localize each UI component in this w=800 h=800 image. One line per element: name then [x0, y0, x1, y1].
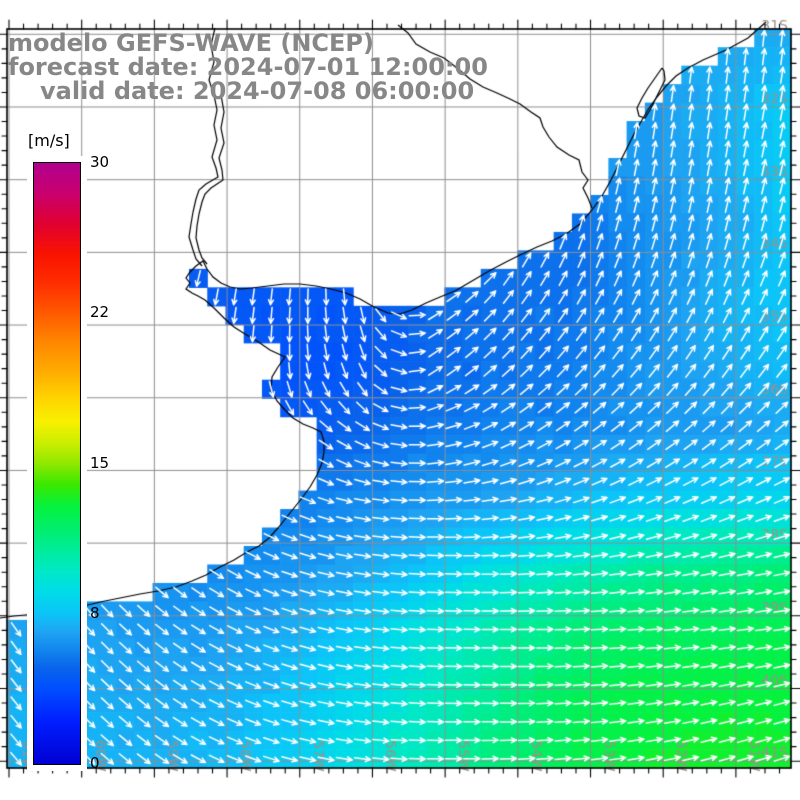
colorbar-gradient — [33, 162, 81, 765]
colorbar-tick-label: 0 — [90, 754, 100, 772]
colorbar-tick-label: 30 — [90, 153, 110, 171]
colorbar-tick-label: 8 — [90, 603, 100, 622]
colorbar-units-label: [m/s] — [28, 131, 70, 150]
colorbar-tick-label: 15 — [90, 453, 110, 472]
colorbar — [27, 156, 87, 771]
colorbar-tick-label: 22 — [90, 303, 110, 322]
